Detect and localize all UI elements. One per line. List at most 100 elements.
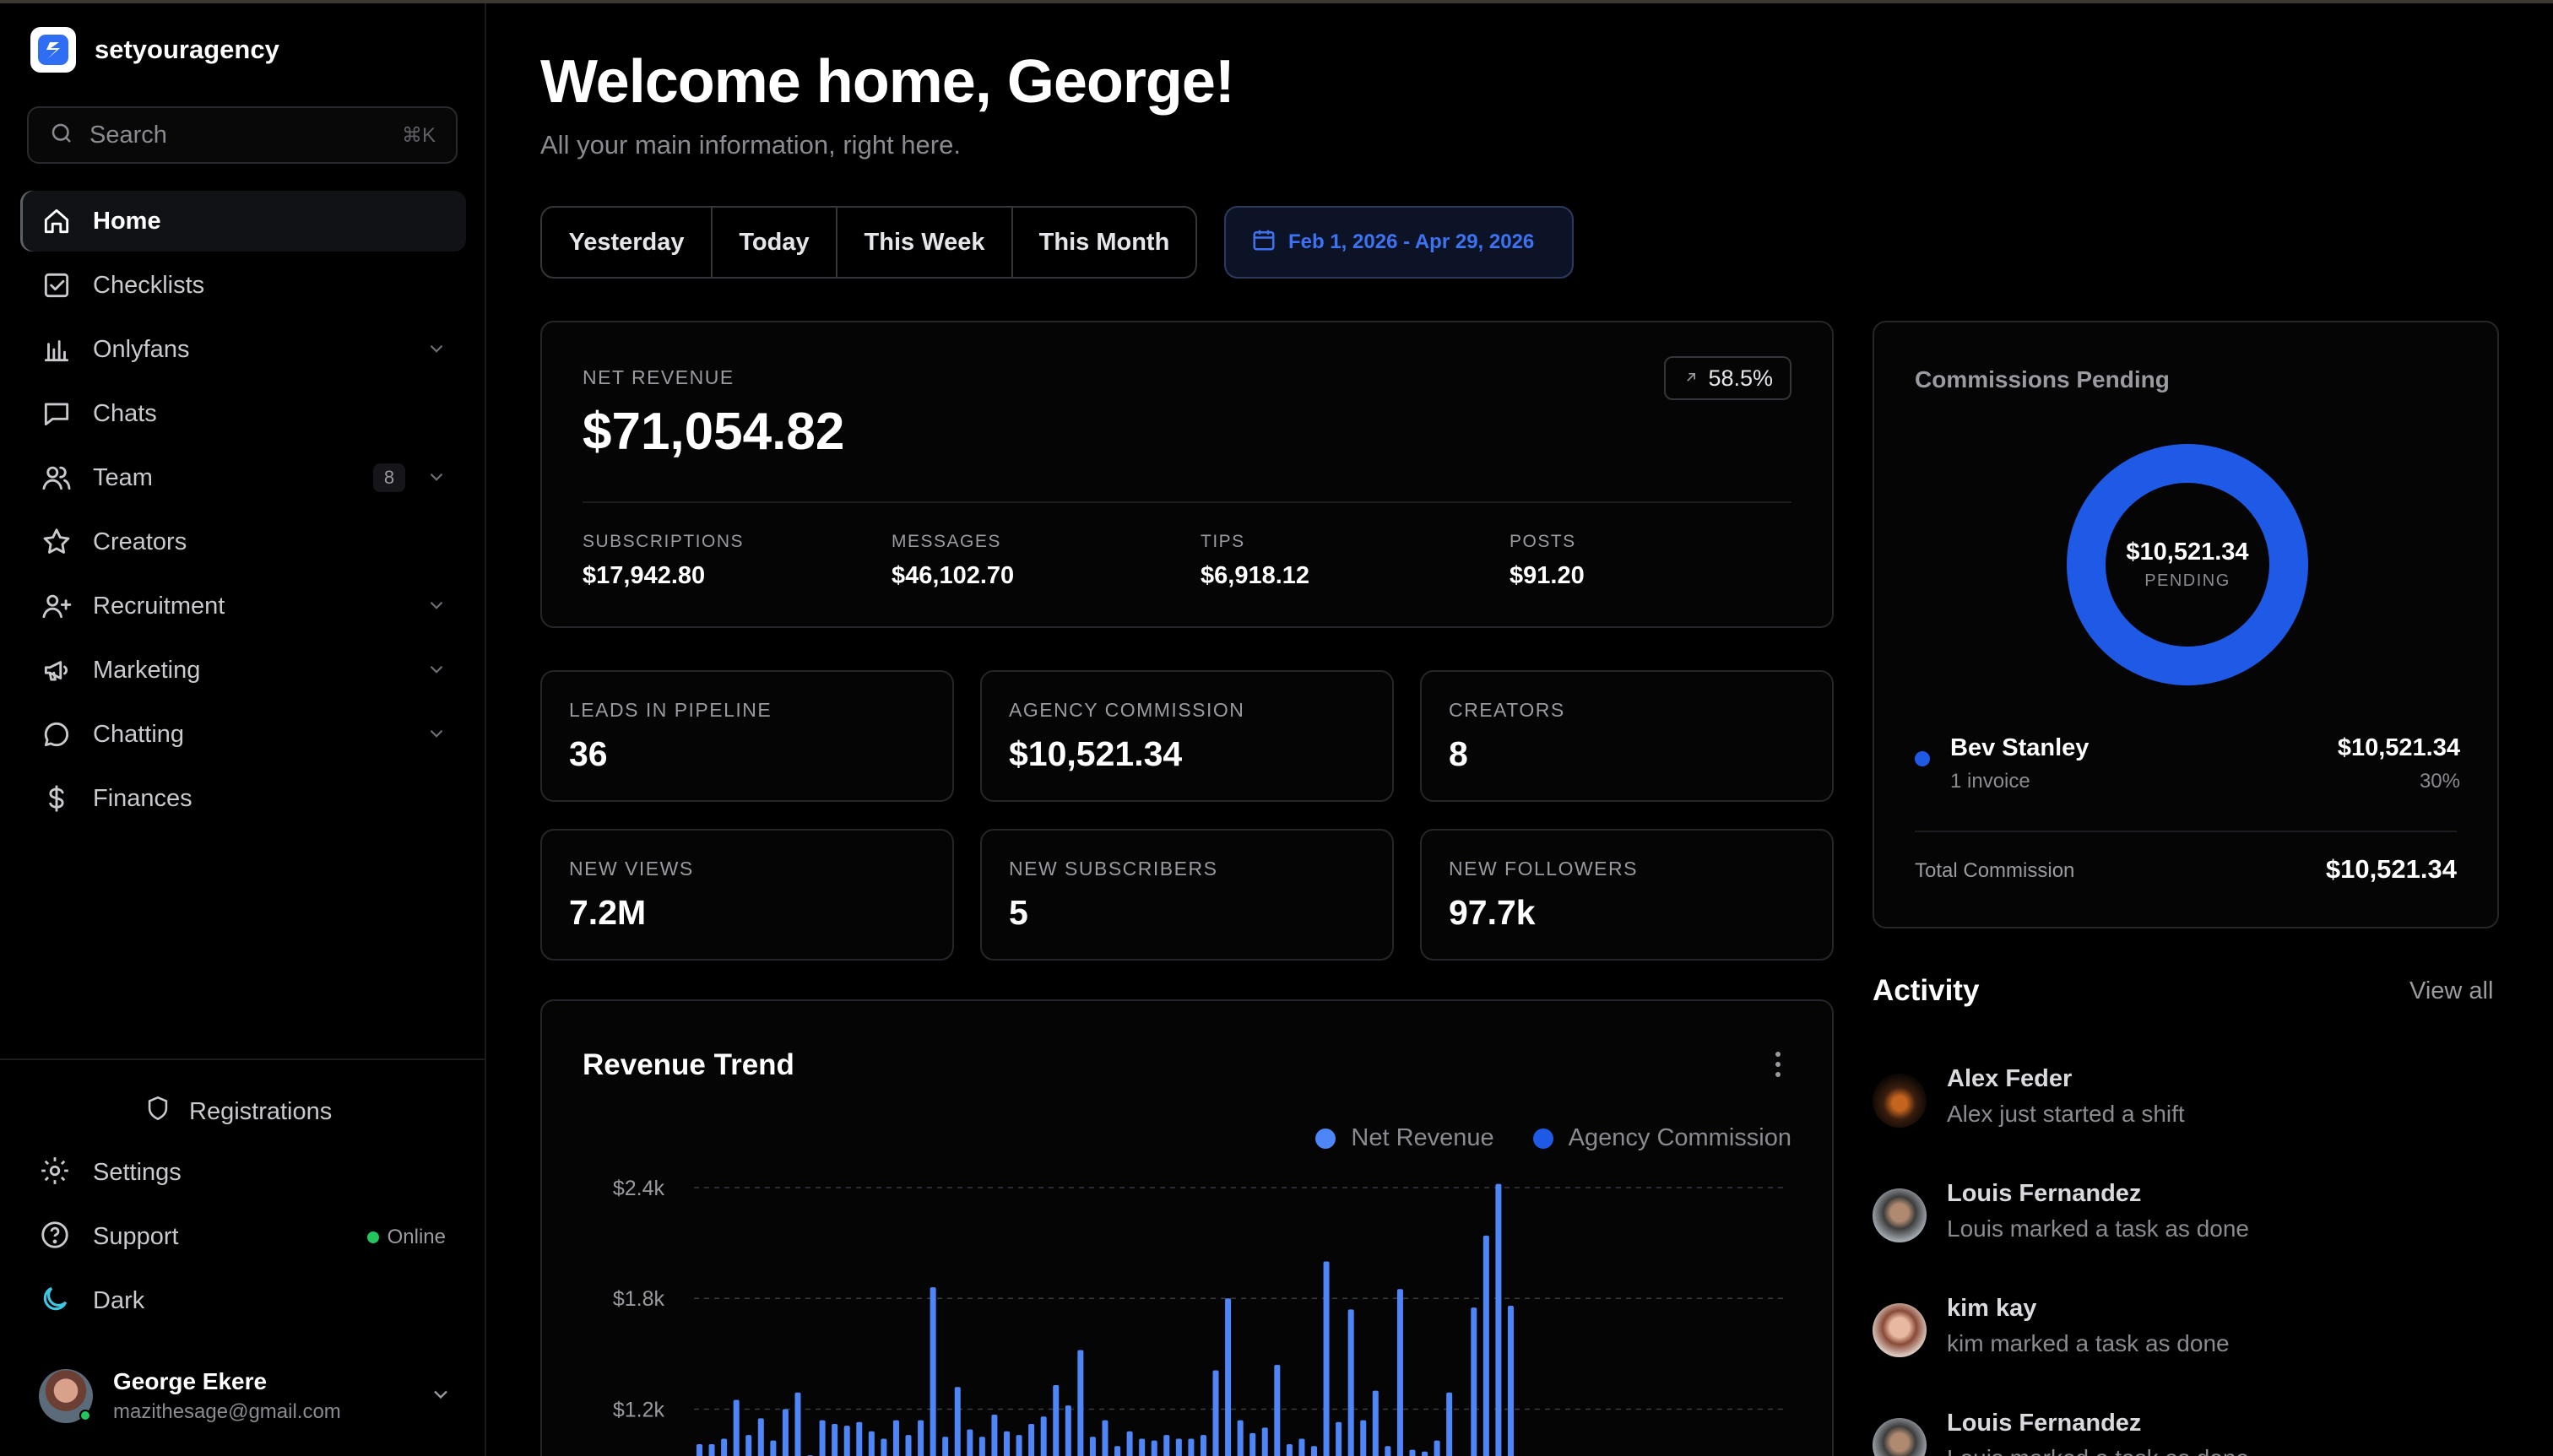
chart-bar[interactable] xyxy=(1200,1435,1206,1456)
chart-bar[interactable] xyxy=(1347,1309,1354,1456)
chart-bar[interactable] xyxy=(1065,1405,1071,1456)
activity-item[interactable]: Louis Fernandez Louis marked a task as d… xyxy=(1873,1177,2499,1261)
chart-bar[interactable] xyxy=(1139,1438,1146,1456)
chart-bar[interactable] xyxy=(1040,1416,1047,1456)
sidebar-item-team[interactable]: Team 8 xyxy=(20,447,466,508)
chart-bar[interactable] xyxy=(1286,1444,1293,1456)
chart-bar[interactable] xyxy=(1385,1446,1391,1456)
chart-bar[interactable] xyxy=(1274,1364,1281,1456)
chart-bar[interactable] xyxy=(1336,1421,1342,1456)
sidebar-item-marketing[interactable]: Marketing xyxy=(20,640,466,701)
chart-bar[interactable] xyxy=(942,1437,949,1456)
chart-bar[interactable] xyxy=(1175,1438,1182,1456)
chart-bar[interactable] xyxy=(1249,1432,1256,1456)
chart-bar[interactable] xyxy=(1507,1305,1514,1456)
kpi-leads[interactable]: LEADS IN PIPELINE 36 xyxy=(540,670,954,802)
support-button[interactable]: Support Online xyxy=(39,1219,461,1255)
chart-bar[interactable] xyxy=(1151,1440,1157,1456)
chart-bar[interactable] xyxy=(1102,1420,1108,1456)
chart-bar[interactable] xyxy=(1372,1390,1379,1456)
chart-bar[interactable] xyxy=(1396,1289,1403,1456)
chart-bar[interactable] xyxy=(832,1423,838,1456)
more-vertical-icon[interactable] xyxy=(1773,1050,1783,1083)
kpi-new-subscribers[interactable]: NEW SUBSCRIBERS 5 xyxy=(980,829,1394,961)
activity-item[interactable]: Alex Feder Alex just started a shift xyxy=(1873,1062,2499,1146)
chart-bar[interactable] xyxy=(967,1429,973,1456)
sidebar-item-home[interactable]: Home xyxy=(20,191,466,252)
legend-agency-commission[interactable]: Agency Commission xyxy=(1532,1124,1791,1152)
chart-bar[interactable] xyxy=(905,1435,912,1456)
chart-bar[interactable] xyxy=(1016,1435,1022,1456)
chart-bar[interactable] xyxy=(1077,1350,1084,1456)
chart-bar[interactable] xyxy=(721,1438,728,1456)
sidebar-item-checklists[interactable]: Checklists xyxy=(20,255,466,316)
chart-bar[interactable] xyxy=(991,1415,998,1456)
chart-bar[interactable] xyxy=(1482,1235,1489,1456)
chart-bar[interactable] xyxy=(745,1435,752,1456)
theme-toggle[interactable]: Dark xyxy=(39,1283,461,1319)
activity-item[interactable]: kim kay kim marked a task as done xyxy=(1873,1291,2499,1376)
search-input[interactable]: Search ⌘K xyxy=(27,106,458,164)
chart-bar[interactable] xyxy=(1311,1446,1317,1456)
chart-bar[interactable] xyxy=(1261,1427,1268,1456)
chart-bar[interactable] xyxy=(1188,1438,1195,1456)
chart-bar[interactable] xyxy=(1114,1446,1121,1456)
chart-bar[interactable] xyxy=(1163,1435,1170,1456)
sidebar-item-chats[interactable]: Chats xyxy=(20,383,466,444)
chart-bar[interactable] xyxy=(930,1287,936,1456)
filter-this-month[interactable]: This Month xyxy=(1038,228,1170,256)
chart-bar[interactable] xyxy=(1471,1307,1477,1456)
chart-bar[interactable] xyxy=(856,1421,863,1456)
chart-bar[interactable] xyxy=(1446,1392,1453,1456)
chart-bar[interactable] xyxy=(954,1387,961,1456)
chart-bar[interactable] xyxy=(733,1399,740,1456)
chart-bar[interactable] xyxy=(978,1437,985,1456)
chart-bar[interactable] xyxy=(819,1420,826,1456)
sidebar-item-recruitment[interactable]: Recruitment xyxy=(20,576,466,636)
legend-net-revenue[interactable]: Net Revenue xyxy=(1315,1124,1494,1152)
chart-bar[interactable] xyxy=(1089,1437,1096,1456)
chart-bar[interactable] xyxy=(1323,1261,1330,1456)
chart-bar[interactable] xyxy=(881,1438,887,1456)
sidebar-item-finances[interactable]: Finances xyxy=(20,768,466,829)
chevron-down-icon[interactable] xyxy=(426,466,447,492)
brand[interactable]: setyouragency xyxy=(30,27,279,73)
chart-bar[interactable] xyxy=(1126,1431,1133,1456)
chart-bar[interactable] xyxy=(697,1444,702,1456)
chart-bar[interactable] xyxy=(1053,1385,1060,1456)
user-menu[interactable]: George Ekere mazithesage@gmail.com xyxy=(39,1368,453,1424)
sidebar-item-chatting[interactable]: Chatting xyxy=(20,704,466,765)
chart-bar[interactable] xyxy=(1422,1451,1428,1456)
chart-bar[interactable] xyxy=(1237,1420,1244,1456)
sidebar-item-onlyfans[interactable]: Onlyfans xyxy=(20,319,466,380)
chart-bar[interactable] xyxy=(794,1392,801,1456)
kpi-agency-commission[interactable]: AGENCY COMMISSION $10,521.34 xyxy=(980,670,1394,802)
chart-bar[interactable] xyxy=(1212,1370,1219,1456)
filter-yesterday[interactable]: Yesterday xyxy=(542,208,713,277)
chart-bar[interactable] xyxy=(1028,1423,1035,1456)
kpi-new-views[interactable]: NEW VIEWS 7.2M xyxy=(540,829,954,961)
chart-bar[interactable] xyxy=(868,1431,875,1456)
chart-bar[interactable] xyxy=(782,1409,789,1456)
chart-bar[interactable] xyxy=(770,1440,777,1456)
registrations-button[interactable]: Registrations xyxy=(144,1094,332,1129)
sidebar-item-creators[interactable]: Creators xyxy=(20,511,466,572)
filter-this-week[interactable]: This Week xyxy=(837,208,1013,277)
chevron-down-icon[interactable] xyxy=(426,594,447,620)
chevron-down-icon[interactable] xyxy=(426,658,447,685)
kpi-new-followers[interactable]: NEW FOLLOWERS 97.7k xyxy=(1420,829,1834,961)
chart-bar[interactable] xyxy=(1434,1440,1440,1456)
chart-bar[interactable] xyxy=(1360,1420,1367,1456)
date-range-picker[interactable]: Feb 1, 2026 - Apr 29, 2026 xyxy=(1224,206,1574,279)
chart-bar[interactable] xyxy=(1495,1183,1502,1456)
chart-bar[interactable] xyxy=(918,1420,924,1456)
kpi-creators[interactable]: CREATORS 8 xyxy=(1420,670,1834,802)
chart-bar[interactable] xyxy=(757,1418,764,1456)
chart-bar[interactable] xyxy=(1004,1431,1010,1456)
chevron-down-icon[interactable] xyxy=(426,723,447,749)
chart-bar[interactable] xyxy=(1409,1449,1416,1456)
chart-bar[interactable] xyxy=(708,1444,715,1456)
chevron-down-icon[interactable] xyxy=(426,338,447,364)
chart-bar[interactable] xyxy=(1298,1438,1305,1456)
view-all-link[interactable]: View all xyxy=(2409,977,2494,1004)
